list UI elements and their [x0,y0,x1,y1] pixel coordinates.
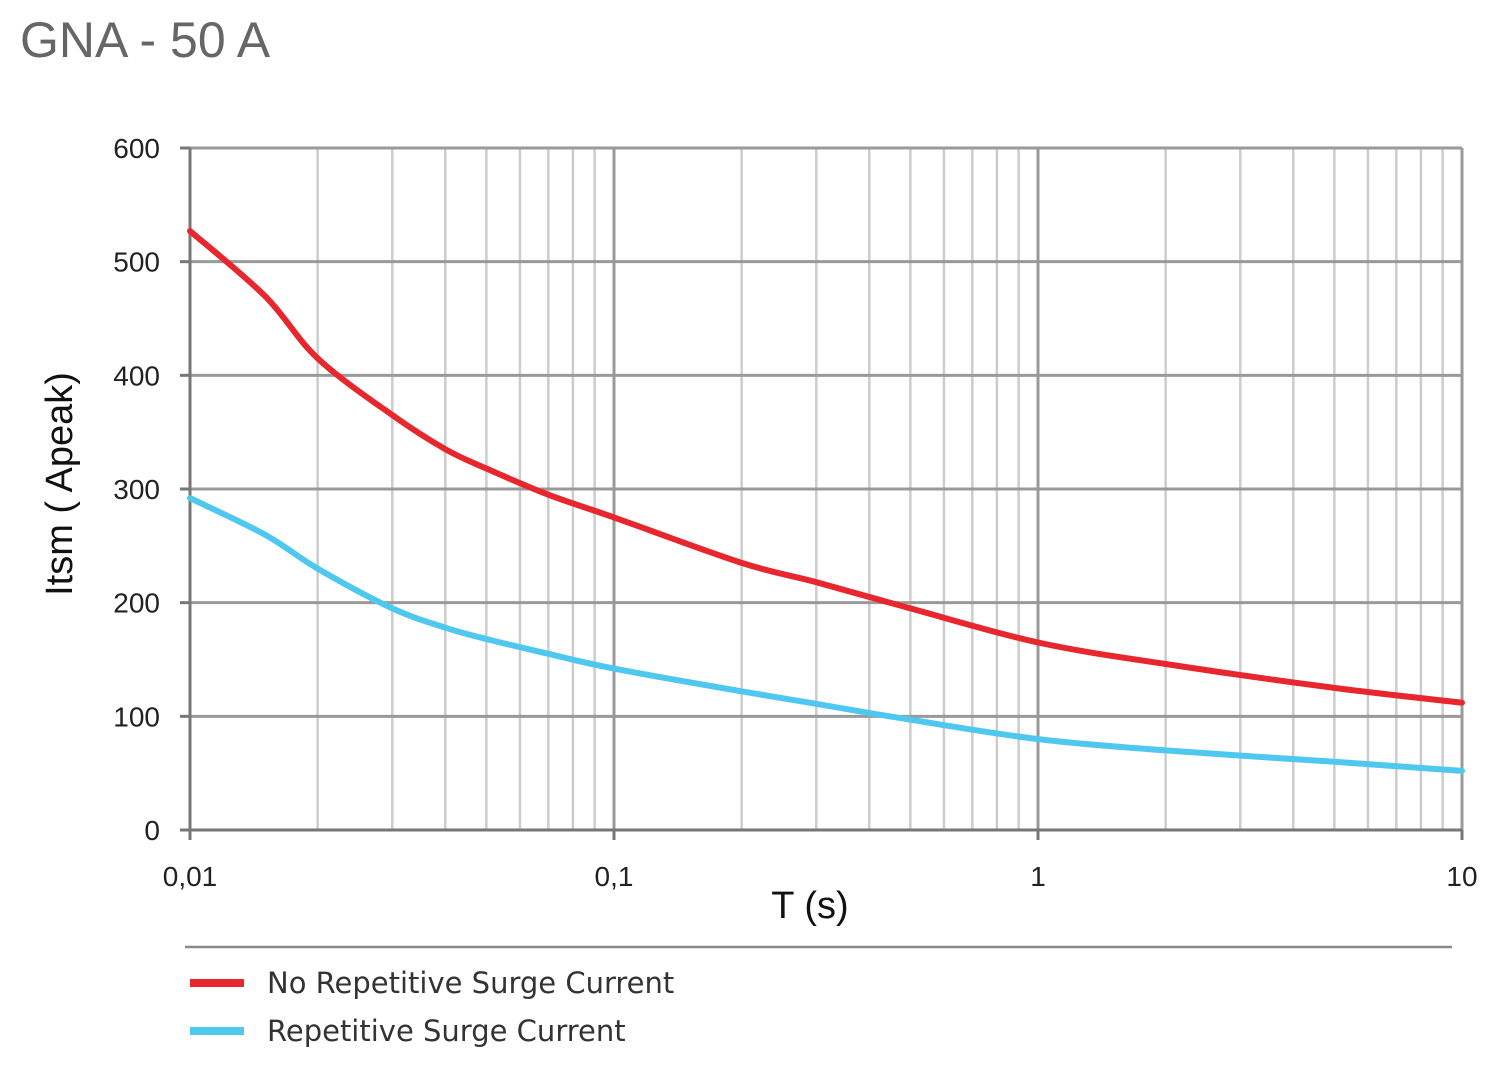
y-tick-label: 300 [113,474,160,505]
x-tick-label: 0,01 [163,861,218,892]
x-axis-title: T (s) [771,885,848,927]
legend-label-repetitive-surge-current: Repetitive Surge Current [267,1014,626,1048]
series-lines [187,228,1465,774]
legend: No Repetitive Surge Current Repetitive Su… [190,966,674,1048]
legend-label-no-repetitive-surge-current: No Repetitive Surge Current [267,966,674,1000]
x-tick-label: 1 [1030,861,1046,892]
x-tick-label: 10 [1446,861,1477,892]
y-tick-label: 200 [113,588,160,619]
y-axis-title: Itsm ( Apeak) [39,372,81,596]
tick-labels: 0 100 200 300 400 500 600 0,01 0,1 1 10 [113,133,1477,892]
y-tick-label: 400 [113,360,160,391]
y-tick-label: 500 [113,247,160,278]
x-tick-label: 0,1 [595,861,634,892]
page-title: GNA - 50 A [20,12,271,68]
series-line-no-repetitive-surge-current [187,228,1465,706]
series-line-repetitive-surge-current [187,495,1465,774]
axes [180,146,1464,840]
y-tick-label: 600 [113,133,160,164]
grid [188,146,1464,832]
y-tick-label: 100 [113,701,160,732]
y-tick-label: 0 [144,815,160,846]
